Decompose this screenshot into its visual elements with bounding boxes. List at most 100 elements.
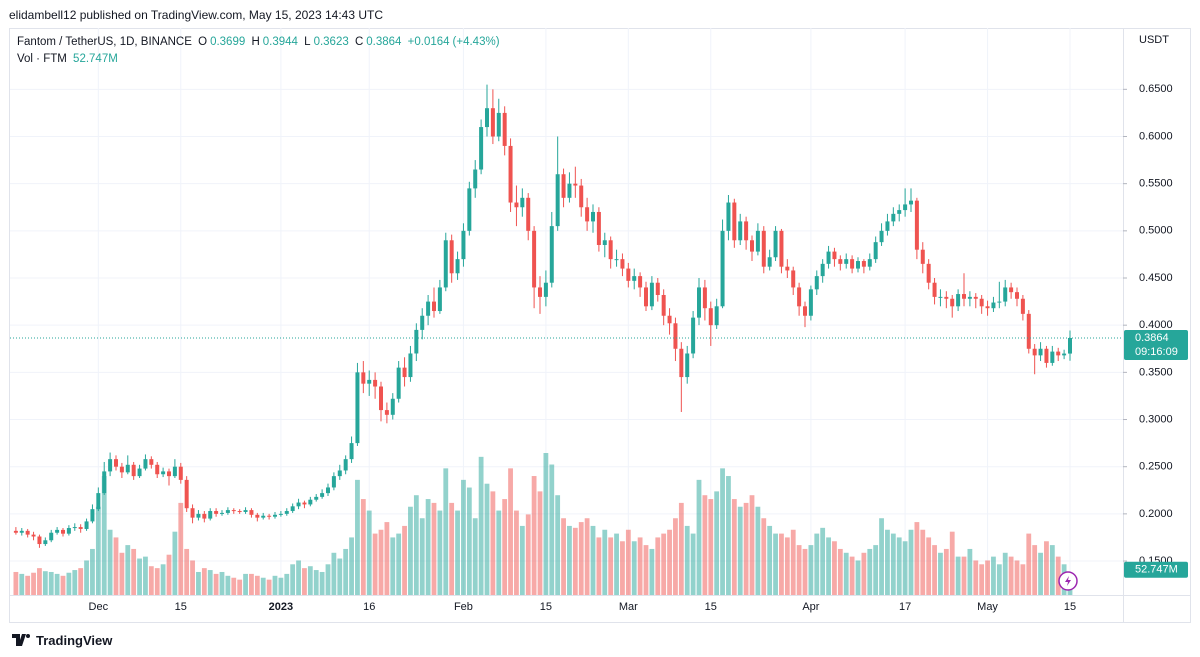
candle-body (102, 471, 107, 494)
candle-body (19, 530, 24, 533)
candle-body (467, 188, 472, 231)
volume-bar (413, 495, 419, 595)
volume-bar (319, 571, 325, 595)
volume-bar (908, 529, 914, 595)
candle-body (897, 210, 902, 214)
last-price-label: 0.3864 (1135, 332, 1169, 344)
candle-body (343, 459, 348, 471)
volume-bar (1038, 552, 1043, 595)
volume-bar (219, 571, 225, 595)
volume-bar (920, 529, 926, 595)
candle-body (25, 530, 30, 535)
volume-bar (496, 510, 502, 595)
candle-body (49, 532, 54, 541)
volume-bar (408, 506, 413, 595)
candle-body (167, 471, 171, 477)
volume-bar (66, 572, 72, 595)
volume-bar (1020, 564, 1026, 595)
volume-bar (543, 453, 549, 595)
volume-bar (914, 522, 920, 595)
last-price-box (1124, 330, 1188, 361)
volume-bar (325, 564, 331, 595)
volume-bar (567, 525, 572, 595)
candle-body (938, 296, 943, 298)
volume-bar (731, 499, 737, 595)
candle-body (567, 183, 572, 198)
candle-body (172, 466, 177, 477)
volume-bar (378, 529, 384, 595)
candle-body (261, 515, 266, 518)
volume-bar (107, 529, 113, 595)
grid (10, 28, 1123, 595)
volume-bar (779, 533, 784, 595)
volume-bar (502, 499, 508, 595)
volume-label-box (1124, 561, 1188, 578)
volume-bar (737, 506, 743, 595)
volume-bar (549, 464, 555, 595)
volume-bar (808, 545, 814, 595)
x-tick-label: Feb (454, 601, 473, 613)
axis-labels: 0.15000.20000.25000.30000.35000.40000.45… (10, 83, 1188, 613)
candle-body (1044, 348, 1049, 363)
y-tick-label: 0.4000 (1139, 319, 1173, 331)
candle-body (296, 502, 301, 507)
candle-body (838, 259, 843, 264)
volume-bar (25, 575, 31, 595)
candle-body (143, 459, 148, 469)
volume-bar (861, 552, 867, 595)
x-tick-label: 2023 (269, 601, 293, 613)
volume-bar (90, 548, 95, 595)
volume-bar (814, 533, 820, 595)
candle-body (243, 510, 248, 512)
candle-body (732, 202, 737, 241)
candle-body (691, 317, 696, 354)
volume-bar (555, 495, 561, 595)
candle-body (455, 259, 460, 274)
volume-bar (885, 529, 890, 595)
candle-body (614, 259, 619, 261)
candle-body (973, 296, 978, 299)
volume-bar (131, 548, 137, 595)
volume-value: 52.747M (73, 53, 118, 65)
volume-bars (13, 453, 1073, 595)
volume-bar (119, 552, 125, 595)
candle-body (903, 204, 908, 211)
candle-body (390, 398, 395, 415)
candle-body (744, 221, 749, 241)
candle-body (437, 287, 442, 312)
volume-bar (832, 541, 837, 595)
volume-bar (84, 560, 89, 595)
candle-body (561, 174, 566, 198)
candle-body (602, 240, 607, 245)
volume-bar (154, 568, 160, 595)
volume-bar (761, 518, 767, 595)
candle-body (820, 263, 825, 277)
candle-body (426, 301, 431, 316)
volume-bar (449, 502, 455, 595)
candle-body (526, 197, 531, 231)
volume-bar (260, 577, 266, 595)
candle-body (573, 183, 578, 186)
volume-bar (349, 537, 354, 595)
candle-body (649, 282, 654, 307)
volume-bar (796, 545, 802, 595)
volume-bar (343, 548, 349, 595)
candle-body (885, 221, 890, 231)
candle-body (255, 514, 260, 518)
volume-bar (826, 537, 831, 595)
volume-bar (896, 537, 902, 595)
candle-body (726, 202, 731, 231)
candle-body (1003, 287, 1008, 302)
volume-bar (1014, 560, 1020, 595)
candle-body (96, 493, 101, 510)
candle-body (920, 249, 925, 264)
volume-bar (578, 522, 584, 595)
candle-body (591, 211, 595, 222)
candle-body (125, 464, 130, 473)
candle-body (331, 476, 336, 488)
lightning-icon[interactable] (1058, 571, 1078, 591)
candle-body (950, 298, 955, 307)
candle-body (702, 287, 707, 309)
candle-body (196, 513, 201, 518)
candle-body (632, 276, 637, 281)
